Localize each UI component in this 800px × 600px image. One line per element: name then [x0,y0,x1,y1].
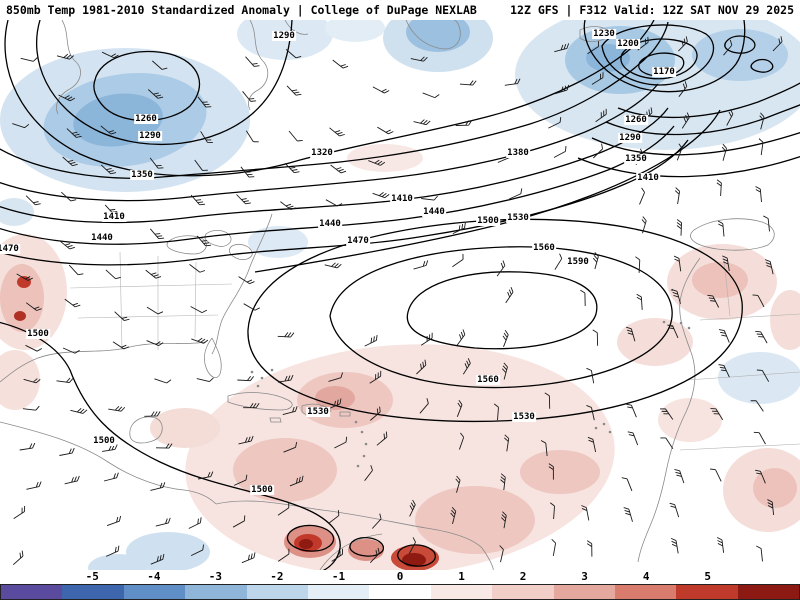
model-run-info: 12Z GFS | F312 Valid: 12Z SAT NOV 29 202… [510,3,794,17]
title-bar: 850mb Temp 1981-2010 Standardized Anomal… [0,0,800,20]
map-canvas [0,20,800,570]
wind-barbs-layer [12,36,783,566]
colorbar-segment [307,585,370,599]
colorbar-tick-label: -1 [331,570,346,583]
colorbar-segment [369,585,431,599]
anomaly-colorbar: -5 -4 -3 -2 -1 0 1 2 3 4 5 [0,570,800,600]
colorbar-tick-label: 1 [458,570,465,583]
colorbar-tick-label: -2 [270,570,284,583]
colorbar-tick-labels: -5 -4 -3 -2 -1 0 1 2 3 4 5 [0,570,800,584]
colorbar-segment [123,585,186,599]
anomaly-shading-layer [0,20,800,570]
colorbar-tick-label: -4 [147,570,161,583]
map-title: 850mb Temp 1981-2010 Standardized Anomal… [6,3,477,17]
colorbar-segment [430,585,493,599]
colorbar-segment [246,585,308,599]
island-dots [250,288,691,468]
colorbar-segment [614,585,677,599]
colorbar-tick-label: 2 [519,570,527,583]
colorbar-tick-label: 4 [642,570,650,583]
colorbar-segment [737,585,800,599]
colorbar-tick-label: 5 [704,570,711,583]
colorbar-segment [492,585,554,599]
colorbar-tick-label: 0 [396,570,404,583]
colorbar-segment [676,585,738,599]
colorbar-tick-label: -5 [85,570,99,583]
colorbar-segment [553,585,615,599]
colorbar-segment [1,585,63,599]
colorbar-segment [62,585,124,599]
colorbar-tick-label: 3 [581,570,588,583]
weather-map: 1290 1260 1290 1320 1350 1380 1410 1410 1440 1440… [0,20,800,570]
colorbar-segment [185,585,247,599]
colorbar-tick-label: -3 [208,570,222,583]
colorbar-gradient [0,584,800,600]
height-contours-layer [0,20,800,570]
